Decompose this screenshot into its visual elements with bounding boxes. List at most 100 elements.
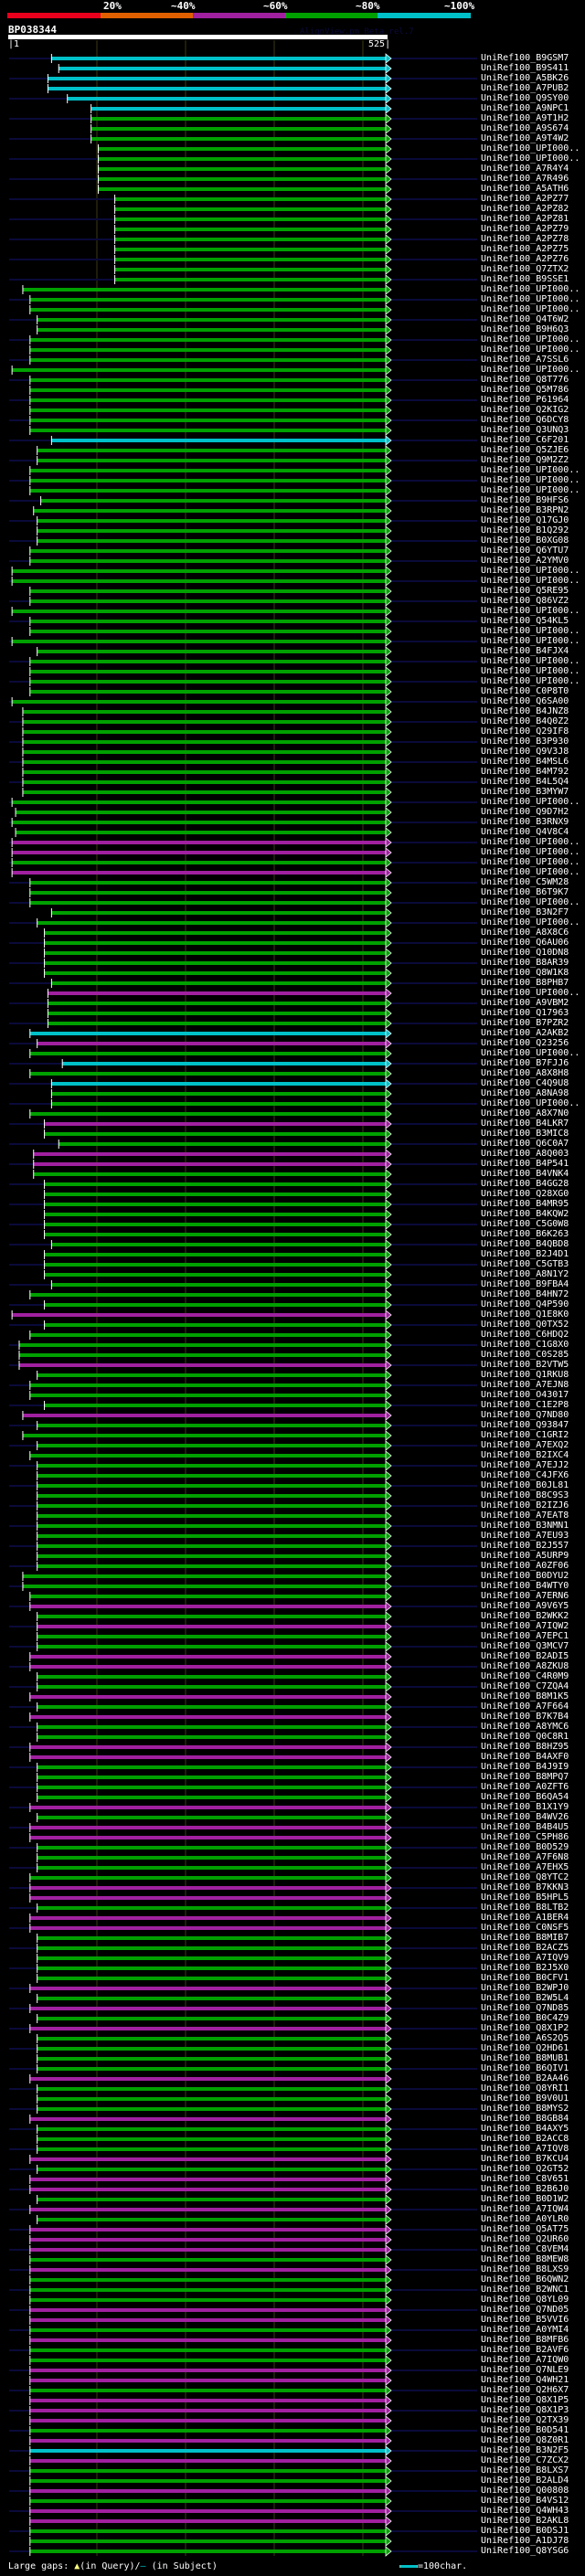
hsp-bar[interactable] [29, 2399, 387, 2402]
hit-label[interactable]: UniRef100_A8NA98 [481, 1088, 569, 1098]
hit-label[interactable]: UniRef100_A0YLR0 [481, 2214, 569, 2224]
hit-label[interactable]: UniRef100_A2PZ82 [481, 204, 569, 214]
hsp-bar[interactable] [51, 1243, 386, 1246]
hsp-bar[interactable] [44, 1273, 386, 1277]
hit-row[interactable] [11, 365, 392, 376]
hsp-bar[interactable] [114, 278, 387, 281]
hit-label[interactable]: UniRef100_B4L5Q4 [481, 777, 569, 787]
hsp-bar[interactable] [29, 429, 387, 432]
hit-row[interactable] [9, 2425, 477, 2436]
hit-row[interactable] [9, 2204, 477, 2215]
hsp-bar[interactable] [37, 1705, 386, 1709]
hit-row[interactable] [9, 1822, 477, 1833]
hit-row[interactable] [29, 1752, 392, 1763]
hsp-bar[interactable] [51, 439, 386, 442]
hit-row[interactable] [9, 174, 477, 185]
hsp-bar[interactable] [48, 87, 387, 90]
hit-label[interactable]: UniRef100_B5HPL5 [481, 1892, 569, 1903]
hit-row[interactable] [9, 2104, 477, 2115]
hsp-bar[interactable] [37, 519, 386, 523]
hit-row[interactable] [9, 1420, 477, 1431]
hsp-bar[interactable] [90, 137, 386, 141]
hit-label[interactable]: UniRef100_B4QBD8 [481, 1239, 569, 1249]
hit-row[interactable] [29, 1068, 392, 1079]
hsp-bar[interactable] [37, 1977, 386, 1980]
hsp-bar[interactable] [44, 1223, 386, 1226]
hsp-bar[interactable] [33, 509, 387, 513]
hit-row[interactable] [9, 857, 477, 868]
hsp-bar[interactable] [33, 1172, 387, 1176]
hsp-bar[interactable] [29, 2117, 387, 2121]
hit-row[interactable] [9, 1601, 477, 1612]
hit-row[interactable] [37, 1732, 392, 1743]
hit-row[interactable] [9, 1802, 477, 1813]
hsp-bar[interactable] [29, 2348, 387, 2352]
hit-label[interactable]: UniRef100_A7EJJ2 [481, 1460, 569, 1470]
hsp-bar[interactable] [12, 610, 386, 613]
hit-label[interactable]: UniRef100_B6K263 [481, 1229, 569, 1239]
hit-row[interactable] [9, 2405, 477, 2416]
hsp-bar[interactable] [37, 2087, 386, 2091]
hit-row[interactable] [9, 355, 477, 366]
hit-row[interactable] [9, 1681, 477, 1692]
hsp-bar[interactable] [114, 238, 387, 241]
hit-row[interactable] [44, 1129, 392, 1140]
hsp-bar[interactable] [29, 559, 387, 563]
hit-row[interactable] [11, 606, 392, 617]
hit-label[interactable]: UniRef100_A7ERN6 [481, 1591, 569, 1601]
hit-row[interactable] [9, 596, 477, 607]
hsp-bar[interactable] [29, 408, 387, 412]
hit-label[interactable]: UniRef100_UPI000.. [481, 626, 580, 636]
hit-row[interactable] [29, 2234, 392, 2245]
hit-label[interactable]: UniRef100_A7EJN8 [481, 1380, 569, 1390]
hsp-bar[interactable] [29, 2288, 387, 2292]
hsp-bar[interactable] [37, 921, 386, 925]
hsp-bar[interactable] [29, 2379, 387, 2382]
hit-label[interactable]: UniRef100_Q4T6W2 [481, 314, 569, 324]
hit-row[interactable] [22, 767, 392, 778]
hit-label[interactable]: UniRef100_B2ACZ5 [481, 1943, 569, 1953]
hit-row[interactable] [22, 747, 392, 758]
hit-row[interactable] [29, 626, 392, 637]
hit-row[interactable] [9, 194, 477, 205]
hit-row[interactable] [44, 968, 392, 979]
hsp-bar[interactable] [29, 630, 387, 633]
hit-label[interactable]: UniRef100_A7R4Y4 [481, 164, 569, 174]
hit-row[interactable] [37, 525, 392, 536]
hit-label[interactable]: UniRef100_Q4P590 [481, 1299, 569, 1309]
hsp-bar[interactable] [29, 1826, 387, 1829]
hsp-bar[interactable] [12, 871, 386, 875]
hit-label[interactable]: UniRef100_Q3UNQ3 [481, 425, 569, 435]
hit-label[interactable]: UniRef100_A8ZKU8 [481, 1661, 569, 1671]
hit-row[interactable] [90, 123, 392, 134]
hit-label[interactable]: UniRef100_UPI000.. [481, 345, 580, 355]
hit-row[interactable] [9, 1963, 477, 1974]
hsp-bar[interactable] [37, 1494, 386, 1498]
hit-label[interactable]: UniRef100_B8MIB7 [481, 1933, 569, 1943]
hit-row[interactable] [15, 807, 392, 818]
hit-row[interactable] [29, 666, 392, 677]
hsp-bar[interactable] [29, 881, 387, 885]
hsp-bar[interactable] [29, 398, 387, 402]
hsp-bar[interactable] [29, 2519, 387, 2523]
hit-label[interactable]: UniRef100_C1G8X0 [481, 1340, 569, 1350]
hsp-bar[interactable] [12, 368, 386, 372]
hsp-bar[interactable] [37, 1544, 386, 1548]
hit-label[interactable]: UniRef100_B8GB84 [481, 2114, 569, 2124]
hit-row[interactable] [9, 2365, 477, 2376]
hsp-bar[interactable] [114, 258, 387, 261]
hit-row[interactable] [9, 1340, 477, 1351]
hit-label[interactable]: UniRef100_Q9V3J8 [481, 747, 569, 757]
hit-row[interactable] [9, 2144, 477, 2155]
hit-label[interactable]: UniRef100_UPI000.. [481, 847, 580, 857]
hit-row[interactable] [9, 2385, 477, 2396]
hit-label[interactable]: UniRef100_B6QIV1 [481, 2063, 569, 2073]
hsp-bar[interactable] [29, 2429, 387, 2433]
hsp-bar[interactable] [29, 1745, 387, 1749]
hit-row[interactable] [9, 535, 477, 546]
hsp-bar[interactable] [37, 1846, 386, 1850]
hsp-bar[interactable] [98, 167, 386, 171]
hsp-bar[interactable] [29, 2077, 387, 2081]
hsp-bar[interactable] [90, 117, 386, 121]
hit-label[interactable]: UniRef100_Q6DCY8 [481, 415, 569, 425]
